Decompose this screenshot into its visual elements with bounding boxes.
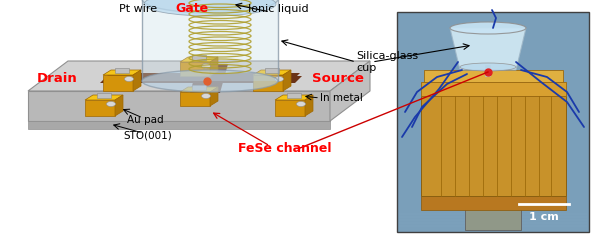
Text: Source: Source (312, 72, 364, 84)
Polygon shape (190, 64, 228, 93)
Ellipse shape (142, 70, 278, 92)
Text: In metal: In metal (320, 93, 363, 103)
Polygon shape (180, 87, 218, 92)
Ellipse shape (202, 63, 211, 68)
Polygon shape (28, 121, 330, 129)
FancyBboxPatch shape (424, 70, 563, 82)
FancyBboxPatch shape (421, 196, 566, 210)
FancyBboxPatch shape (97, 93, 111, 98)
Text: Ionic liquid: Ionic liquid (248, 4, 308, 14)
Polygon shape (195, 67, 225, 77)
FancyBboxPatch shape (421, 96, 566, 196)
Text: Drain: Drain (37, 72, 77, 84)
Polygon shape (28, 61, 370, 91)
Polygon shape (450, 28, 526, 70)
Text: Gate: Gate (175, 2, 209, 15)
FancyBboxPatch shape (287, 93, 301, 98)
Polygon shape (180, 92, 210, 106)
FancyBboxPatch shape (421, 82, 566, 96)
Ellipse shape (202, 93, 211, 98)
Polygon shape (85, 100, 115, 116)
Polygon shape (103, 75, 133, 91)
Ellipse shape (450, 22, 526, 34)
FancyBboxPatch shape (115, 68, 129, 73)
Ellipse shape (125, 77, 133, 81)
Text: Silica-glass: Silica-glass (356, 51, 418, 61)
Polygon shape (210, 57, 218, 76)
Polygon shape (253, 75, 283, 91)
Text: 1 cm: 1 cm (529, 212, 559, 222)
Polygon shape (195, 79, 225, 89)
Polygon shape (253, 70, 291, 75)
Ellipse shape (275, 77, 284, 81)
Polygon shape (210, 87, 218, 106)
Ellipse shape (144, 0, 276, 16)
Text: Pt wire: Pt wire (119, 4, 157, 14)
Text: cup: cup (356, 63, 376, 73)
Ellipse shape (142, 0, 278, 13)
Polygon shape (283, 70, 291, 91)
Text: FeSe channel: FeSe channel (238, 141, 332, 154)
Polygon shape (180, 57, 218, 62)
Bar (142, 0, 278, 81)
Text: STO(001): STO(001) (124, 131, 172, 141)
Ellipse shape (296, 102, 305, 107)
Ellipse shape (460, 63, 516, 71)
Polygon shape (305, 95, 313, 116)
FancyBboxPatch shape (265, 68, 279, 73)
Polygon shape (85, 95, 123, 100)
Polygon shape (28, 91, 330, 121)
Polygon shape (275, 100, 305, 116)
Polygon shape (103, 70, 141, 75)
Polygon shape (115, 95, 123, 116)
Polygon shape (180, 62, 210, 76)
FancyBboxPatch shape (397, 12, 589, 232)
Polygon shape (275, 95, 313, 100)
FancyBboxPatch shape (192, 85, 206, 90)
Ellipse shape (107, 102, 115, 107)
Polygon shape (133, 70, 141, 91)
Polygon shape (105, 76, 302, 83)
FancyBboxPatch shape (465, 208, 521, 230)
FancyBboxPatch shape (192, 55, 206, 60)
Polygon shape (100, 73, 300, 83)
Text: Au pad: Au pad (127, 115, 163, 125)
Polygon shape (330, 61, 370, 121)
Polygon shape (195, 73, 225, 83)
